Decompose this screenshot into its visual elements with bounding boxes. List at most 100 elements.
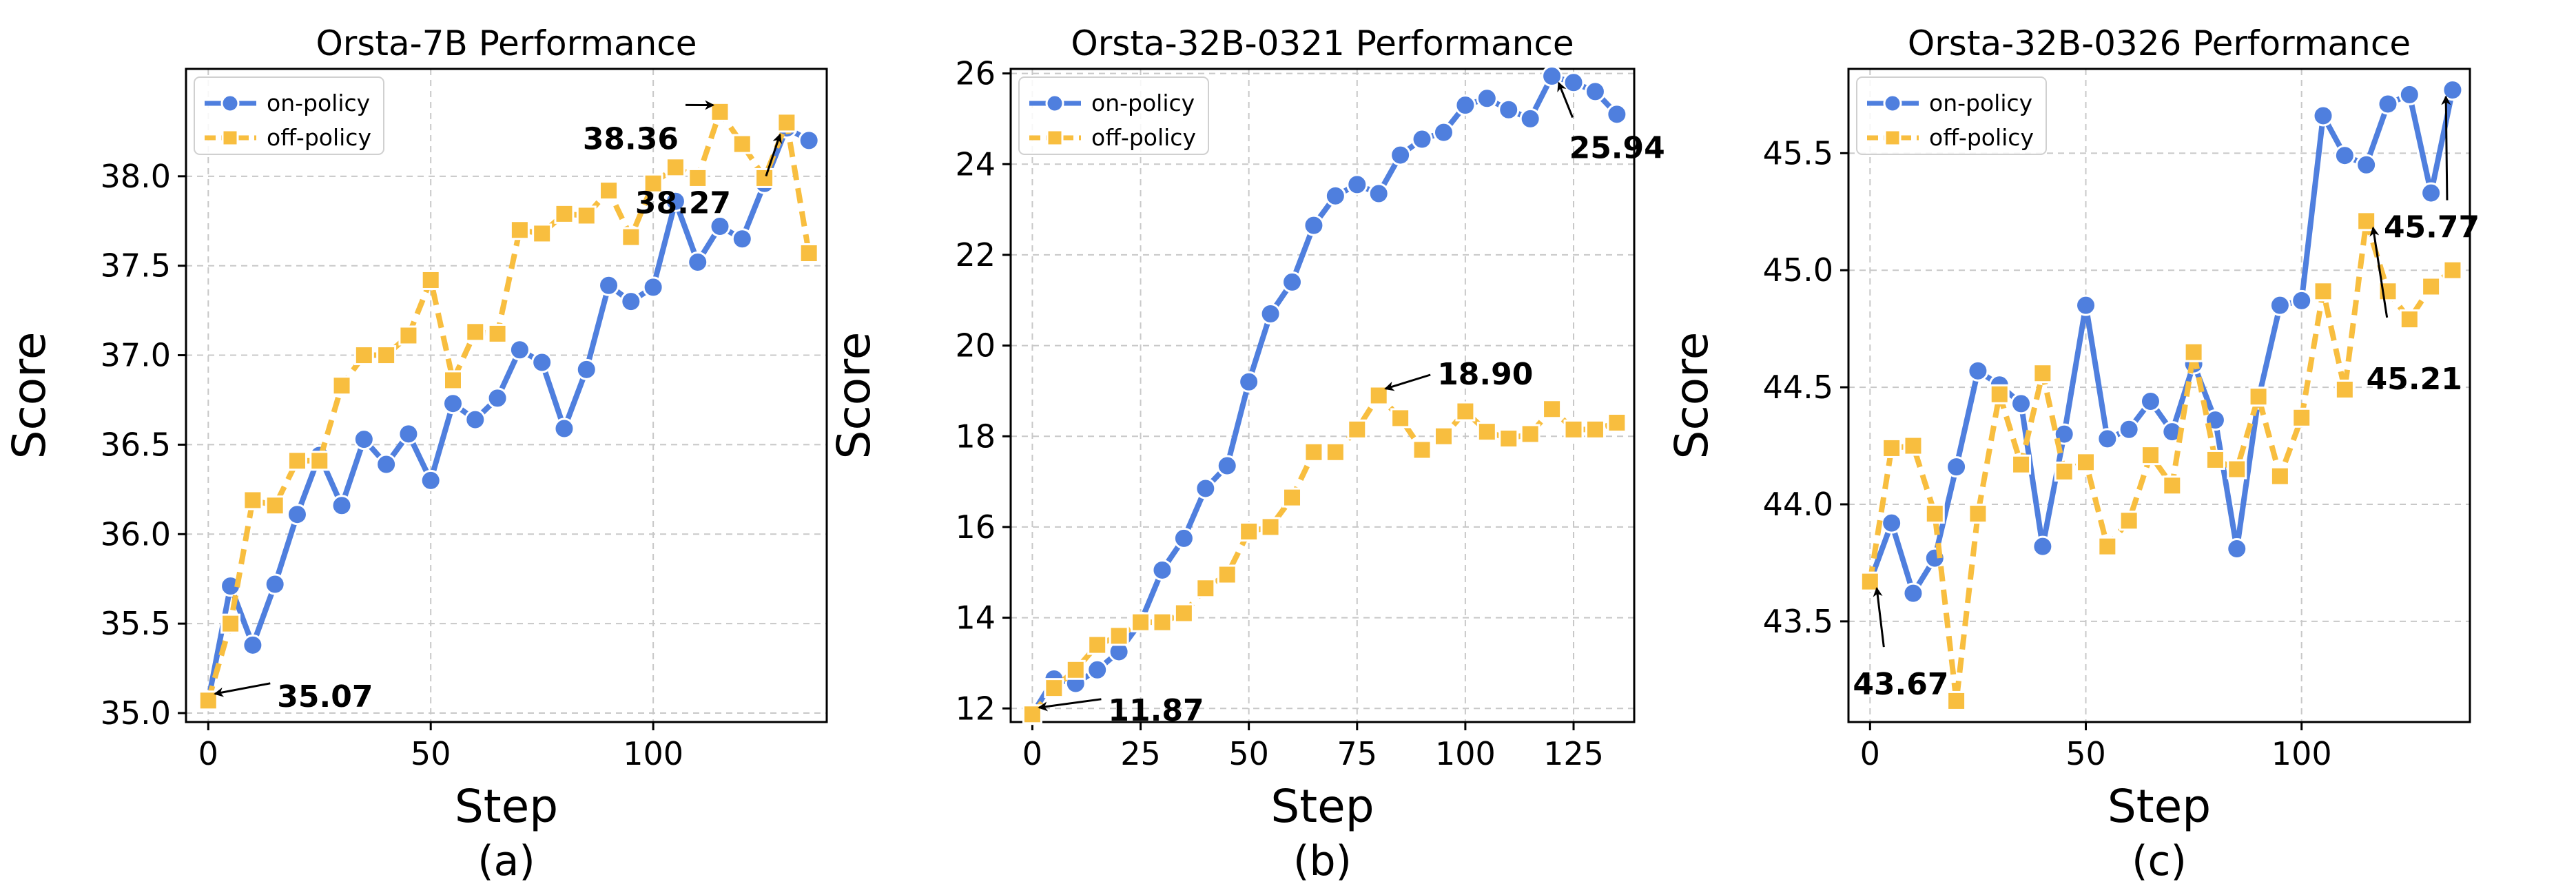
data-point-off-policy [443,370,463,391]
y-tick-label: 45.0 [1763,251,1833,289]
data-point-off-policy [487,323,508,344]
annotation-label: 45.77 [2384,210,2480,245]
y-tick-label: 18 [955,418,996,455]
data-point-on-policy [687,251,709,274]
panel-sublabel: (c) [2132,837,2187,885]
x-tick-label: 0 [1860,735,1880,772]
series-off-policy [1022,385,1627,725]
data-point-off-policy [1152,612,1173,632]
y-tick-label: 26 [955,55,996,92]
annotation-label: 18.90 [1437,357,1533,392]
data-point-off-policy [1882,437,1902,458]
y-tick-label: 43.5 [1763,603,1833,640]
chart-title: Orsta-7B Performance [316,23,697,63]
legend-marker-square [221,129,239,147]
data-point-off-policy [1260,517,1281,537]
data-point-on-policy [1432,121,1454,143]
annotation-label: 35.07 [277,679,373,714]
annotation-label: 38.36 [583,121,679,156]
x-axis-label: Step [455,780,558,833]
data-point-off-policy [1412,440,1432,460]
annotation: 11.87 [1038,693,1204,728]
gridlines [186,69,827,722]
data-point-on-policy [1411,128,1433,150]
legend-marker-circle [1045,94,1064,113]
data-point-on-policy [2096,428,2119,450]
data-point-on-policy [1519,107,1541,130]
data-point-on-policy [1946,456,1968,478]
series-off-policy [1859,211,2463,711]
data-point-on-policy [264,573,286,595]
data-point-on-policy [2333,145,2356,167]
data-point-off-policy [2227,459,2247,480]
data-point-on-policy [2010,393,2032,415]
data-point-off-policy [265,495,285,516]
data-point-on-policy [442,393,464,415]
data-point-off-policy [1390,408,1411,429]
annotation-arrow [1557,81,1574,119]
data-point-off-policy [1563,419,1584,440]
annotation: 43.67 [1853,586,1949,702]
series-line [205,109,812,701]
y-tick-label: 12 [955,690,996,727]
legend-marker-circle [220,94,240,113]
annotation: 25.94 [1557,81,1665,166]
data-point-off-policy [1433,426,1454,446]
annotation-label: 45.21 [2367,362,2462,397]
data-point-off-policy [1044,678,1064,699]
x-tick-label: 0 [1022,735,1042,772]
legend-box [194,76,384,155]
x-tick-label: 50 [1228,735,1269,772]
data-point-off-policy [2313,281,2333,302]
chart-panel-3: 0 50 100 43.5 44.0 44.5 45.0 45.5 Orsta-32B-0326… [1665,23,2480,885]
data-point-off-policy [1968,504,1988,524]
legend-box [1018,76,1209,155]
data-point-on-policy [2075,294,2097,316]
chart-title: Orsta-32B-0326 Performance [1908,23,2411,63]
y-tick-label: 45.5 [1763,134,1833,172]
data-point-off-policy [2011,454,2032,475]
data-point-off-policy [1217,564,1237,585]
data-point-off-policy [2442,260,2463,280]
data-point-on-policy [1324,185,1346,207]
data-point-on-policy [1606,103,1628,125]
data-point-off-policy [754,167,775,188]
data-point-on-policy [2377,93,2399,115]
data-point-off-policy [1368,385,1389,406]
data-point-on-policy [375,453,398,475]
y-tick-label: 35.0 [101,694,171,732]
data-point-off-policy [1022,704,1042,725]
data-point-on-policy [1173,527,1195,549]
chart-title: Orsta-32B-0321 Performance [1071,23,1574,63]
data-point-on-policy [2291,289,2313,311]
data-point-off-policy [1520,424,1541,444]
data-point-off-policy [1924,504,1945,524]
data-point-off-policy [2421,276,2442,297]
data-point-off-policy [732,134,752,154]
legend-label: off-policy [1091,124,1196,151]
legend-marker-circle [1883,94,1902,113]
annotation: 38.27 [635,133,782,221]
chart-panel-2: 0 25 50 75 100 125 12 14 16 18 20 22 24 26 Orsta-32B-0… [827,23,1665,885]
series-on-policy [197,117,820,712]
data-point-off-policy [243,490,263,511]
y-axis-label: Score [1665,332,1718,460]
y-tick-label: 38.0 [101,158,171,195]
annotation: 18.90 [1384,357,1533,392]
data-point-off-policy [599,181,619,201]
x-tick-label: 25 [1120,735,1161,772]
data-point-off-policy [532,223,553,244]
data-point-off-policy [643,173,663,194]
data-point-off-policy [1304,442,1324,462]
data-point-off-policy [1859,571,1880,592]
data-point-on-policy [464,409,486,431]
data-point-on-policy [709,216,731,238]
data-point-on-policy [642,276,664,298]
data-point-off-policy [2140,445,2161,466]
annotation-label: 43.67 [1853,667,1948,702]
y-tick-label: 44.5 [1763,369,1833,406]
data-point-on-policy [553,418,575,440]
y-tick-label: 35.5 [101,605,171,642]
data-point-off-policy [376,345,397,366]
data-point-on-policy [1390,144,1412,166]
